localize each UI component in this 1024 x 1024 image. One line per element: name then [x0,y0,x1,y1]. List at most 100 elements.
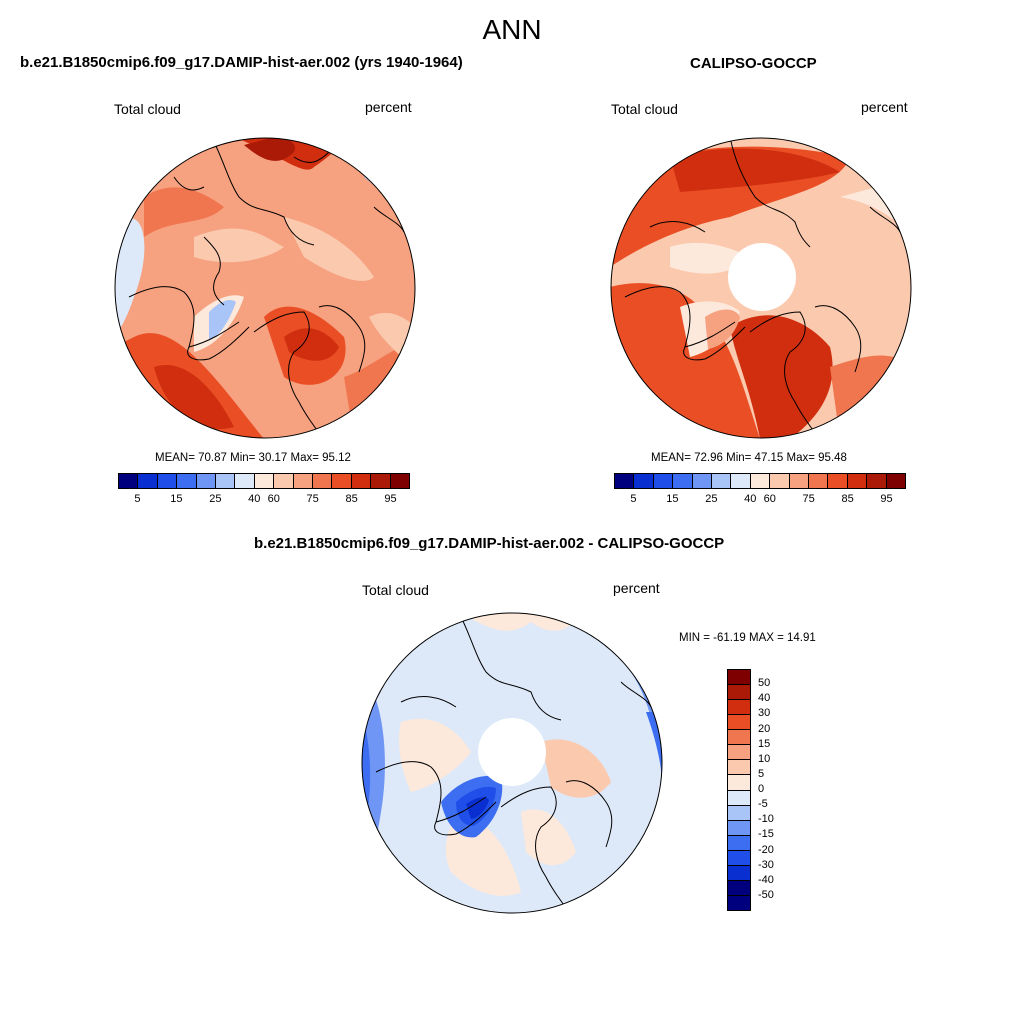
colorbar-tick-label: 95 [384,493,397,505]
colorbar-tick-label: 60 [267,493,280,505]
obs-map-border [610,137,912,439]
colorbar-tick-label: 75 [306,493,319,505]
colorbar-swatch [728,880,750,896]
colorbar-tick-label: 5 [758,767,765,780]
colorbar-swatch [728,865,750,881]
colorbar-swatch [274,474,294,488]
colorbar-swatch [770,474,790,488]
obs-field-high-south [730,315,833,438]
model-stats: MEAN= 70.87 Min= 30.17 Max= 95.12 [155,452,351,464]
model-panel-title: b.e21.B1850cmip6.f09_g17.DAMIP-hist-aer.… [20,54,463,71]
colorbar-swatch [728,670,750,686]
colorbar-swatch [157,474,178,488]
colorbar-swatch [390,474,410,488]
model-colorbar [118,473,410,489]
colorbar-swatch [750,474,771,488]
diff-variable-label: Total cloud [362,582,429,598]
model-map-border [114,137,416,439]
model-units-label: percent [365,99,412,115]
colorbar-swatch [119,474,139,488]
colorbar-tick-label: -5 [758,798,768,811]
colorbar-swatch [728,715,750,731]
colorbar-swatch [712,474,732,488]
model-variable-label: Total cloud [114,101,181,117]
colorbar-tick-label: -30 [758,858,774,871]
colorbar-tick-label: 15 [666,493,679,505]
colorbar-tick-label: -15 [758,828,774,841]
colorbar-tick-label: 10 [758,752,771,765]
diff-colorbar-ticks: 50 40 30 20 15 10 5 0 -5 -10 -15 -20 -30 -40 -50 [758,669,798,911]
colorbar-swatch [728,745,750,761]
obs-stats: MEAN= 72.96 Min= 47.15 Max= 95.48 [651,452,847,464]
colorbar-swatch [138,474,158,488]
colorbar-tick-label: 0 [758,783,765,795]
colorbar-swatch [728,730,750,746]
colorbar-swatch [809,474,829,488]
diff-missing-polar-hole [478,718,546,786]
colorbar-tick-label: -40 [758,873,774,886]
colorbar-swatch [254,474,275,488]
model-colorbar-ticks: 5 15 25 40 60 75 85 95 [118,493,410,507]
colorbar-swatch [728,760,750,776]
model-coastlines [128,141,405,438]
colorbar-swatch [728,835,750,851]
colorbar-tick-label: 25 [209,493,222,505]
colorbar-swatch [728,820,750,836]
model-greenland-low [209,300,236,340]
colorbar-tick-label: 25 [705,493,718,505]
model-polar-map [114,137,416,439]
diff-stats: MIN = -61.19 MAX = 14.91 [679,632,816,644]
colorbar-tick-label: 85 [345,493,358,505]
colorbar-swatch [332,474,352,488]
colorbar-swatch [728,895,750,910]
colorbar-swatch [615,474,635,488]
colorbar-tick-label: 5 [630,493,637,505]
colorbar-swatch [728,775,750,791]
obs-polar-map [610,137,912,439]
model-field-low-west [115,218,145,337]
colorbar-swatch [728,805,750,821]
colorbar-tick-label: 20 [758,722,771,735]
obs-coastlines [624,138,901,438]
colorbar-swatch [692,474,713,488]
colorbar-swatch [177,474,197,488]
colorbar-swatch [196,474,217,488]
colorbar-swatch [867,474,887,488]
main-title: ANN [482,14,542,45]
colorbar-tick-label: 60 [763,493,776,505]
colorbar-swatch [728,700,750,716]
colorbar-swatch [634,474,654,488]
colorbar-swatch [216,474,236,488]
colorbar-swatch [847,474,868,488]
colorbar-tick-label: 30 [758,707,771,720]
colorbar-tick-label: 40 [248,493,261,505]
colorbar-tick-label: -20 [758,843,774,856]
colorbar-swatch [371,474,391,488]
colorbar-swatch [313,474,333,488]
obs-variable-label: Total cloud [611,101,678,117]
colorbar-swatch [653,474,674,488]
obs-colorbar-ticks: 5 15 25 40 60 75 85 95 [614,493,906,507]
colorbar-swatch [789,474,810,488]
diff-colorbar [727,669,751,911]
obs-missing-polar-hole [728,243,796,311]
colorbar-tick-label: 15 [758,737,771,750]
diff-coastlines [375,616,652,913]
diff-panel-title: b.e21.B1850cmip6.f09_g17.DAMIP-hist-aer.… [254,535,725,552]
colorbar-swatch [351,474,372,488]
colorbar-tick-label: 40 [744,493,757,505]
colorbar-tick-label: 50 [758,677,771,690]
colorbar-swatch [828,474,848,488]
colorbar-tick-label: 75 [802,493,815,505]
colorbar-swatch [293,474,314,488]
colorbar-swatch [731,474,751,488]
diff-units-label: percent [613,580,660,596]
colorbar-tick-label: -50 [758,888,774,901]
colorbar-tick-label: 15 [170,493,183,505]
diff-map-border [361,612,663,914]
colorbar-swatch [886,474,906,488]
colorbar-swatch [728,790,750,806]
colorbar-swatch [235,474,255,488]
colorbar-tick-label: 85 [841,493,854,505]
obs-colorbar [614,473,906,489]
